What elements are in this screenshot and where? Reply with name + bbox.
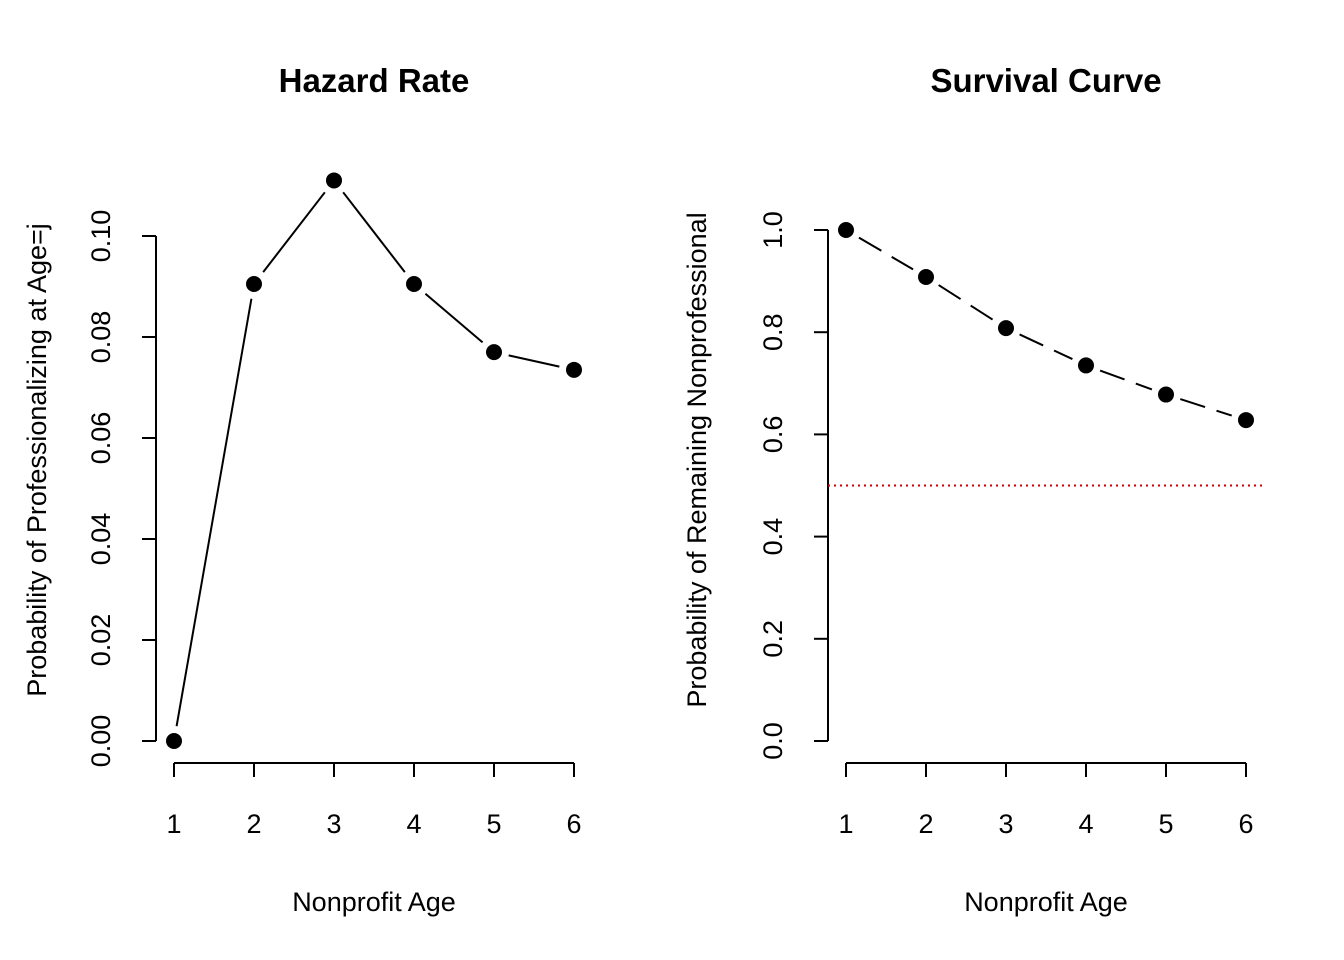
data-point: [838, 222, 854, 238]
data-point: [998, 320, 1014, 337]
marks: [166, 172, 582, 749]
data-point: [1078, 357, 1094, 374]
series-line-segment: [938, 284, 994, 321]
survival-curve-panel: Survival Curve Nonprofit Age Probability…: [682, 62, 1266, 917]
series-line-segment: [424, 292, 484, 344]
series-line-segment: [508, 354, 560, 368]
series-line-segment: [858, 236, 914, 271]
x-axis-label: Nonprofit Age: [292, 887, 456, 917]
hazard-rate-panel: Hazard Rate Nonprofit Age Probability of…: [22, 62, 582, 917]
chart-title: Survival Curve: [930, 62, 1161, 99]
x-tick-label: 4: [1078, 809, 1093, 839]
data-point: [166, 733, 182, 749]
y-tick-label: 0.00: [86, 715, 116, 768]
series-line-segment: [1179, 398, 1233, 417]
x-tick-label: 4: [406, 809, 421, 839]
data-point: [246, 275, 262, 292]
x-tick-label: 1: [166, 809, 181, 839]
y-tick-label: 0.06: [86, 412, 116, 465]
marks: [828, 222, 1266, 487]
data-point: [406, 275, 422, 292]
x-tick-label: 2: [246, 809, 261, 839]
x-tick-label: 5: [1158, 809, 1173, 839]
y-tick-label: 0.2: [758, 620, 788, 658]
y-tick-label: 0.04: [86, 513, 116, 566]
series-line-segment: [262, 191, 326, 273]
series-line-segment: [1019, 333, 1073, 360]
y-tick-label: 0.0: [758, 722, 788, 760]
x-axis-label: Nonprofit Age: [964, 887, 1128, 917]
series-line-segment: [175, 298, 253, 727]
data-point: [566, 361, 582, 378]
x-tick-label: 5: [486, 809, 501, 839]
series-line-segment: [1099, 369, 1153, 391]
y-tick-label: 0.02: [86, 614, 116, 667]
y-tick-label: 0.8: [758, 313, 788, 351]
y-tick-label: 0.6: [758, 416, 788, 454]
x-tick-label: 2: [918, 809, 933, 839]
x-tick-label: 3: [326, 809, 341, 839]
data-point: [486, 344, 502, 361]
data-point: [1238, 412, 1254, 429]
axes: 1 2 3 4 5 6 0.0 0.2 0.4 0.6 0.8 1.0: [758, 211, 1254, 839]
x-tick-label: 3: [998, 809, 1013, 839]
x-tick-label: 6: [1238, 809, 1253, 839]
y-tick-label: 1.0: [758, 211, 788, 249]
y-tick-label: 0.08: [86, 311, 116, 364]
chart-title: Hazard Rate: [279, 62, 470, 99]
series-line-segment: [342, 191, 406, 273]
data-point: [918, 269, 934, 286]
x-tick-label: 6: [566, 809, 581, 839]
y-axis-label: Probability of Remaining Nonprofessional: [682, 212, 712, 707]
y-tick-label: 0.10: [86, 210, 116, 263]
data-point: [326, 172, 342, 189]
x-tick-label: 1: [838, 809, 853, 839]
y-tick-label: 0.4: [758, 518, 788, 556]
y-axis-label: Probability of Professionalizing at Age=…: [22, 223, 52, 697]
axes: 1 2 3 4 5 6 0.00 0.02 0.04 0.06 0.08 0.10: [86, 210, 582, 839]
data-point: [1158, 386, 1174, 403]
